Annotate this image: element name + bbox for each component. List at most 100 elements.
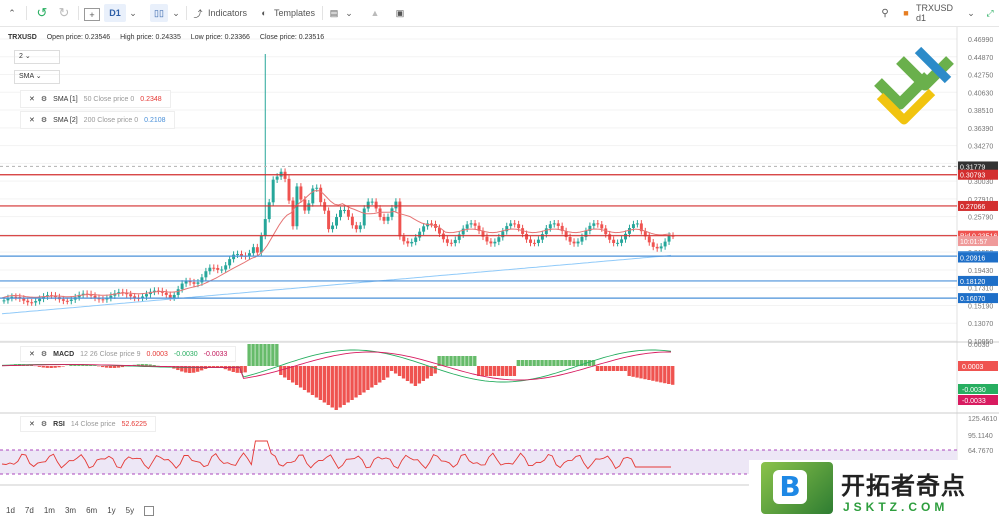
macd-bar: [576, 360, 580, 366]
price-tag: [958, 236, 998, 247]
chevron-down-icon[interactable]: ⌄: [129, 7, 137, 18]
timeframe-1d[interactable]: 1d: [6, 506, 15, 515]
chevron-down-icon[interactable]: ⌄: [172, 7, 180, 18]
camera-icon[interactable]: ▣: [395, 7, 405, 18]
candle: [532, 242, 536, 244]
macd-bar: [457, 356, 461, 366]
macd-bar: [287, 366, 291, 380]
candle: [303, 199, 307, 211]
indicator-name: SMA [1]: [53, 95, 78, 103]
macd-bar: [655, 366, 659, 382]
candle: [477, 225, 481, 231]
close-price: Close price: 0.23516: [259, 34, 325, 41]
layout-icon[interactable]: ▤: [329, 7, 339, 18]
macd-tag: [958, 384, 998, 394]
macd-bar: [318, 366, 323, 400]
candle: [220, 269, 224, 271]
macd-bar: [492, 366, 497, 376]
price-tag-label: 0.16070: [960, 296, 985, 303]
candle: [81, 293, 85, 295]
candle: [152, 290, 156, 292]
macd-bar: [611, 366, 616, 371]
close-icon[interactable]: ✕: [29, 351, 35, 358]
candle: [572, 241, 576, 244]
candle: [647, 236, 651, 243]
symbol-selector[interactable]: TRXUSD d1: [916, 3, 954, 23]
indicator-name: RSI: [53, 420, 65, 428]
candle: [576, 241, 580, 244]
macd-bar: [330, 366, 334, 408]
macd-bar: [195, 366, 200, 372]
redo-icon[interactable]: ↻: [58, 5, 70, 20]
indicator-value: 0.2348: [140, 95, 162, 103]
timeframe-1m[interactable]: 1m: [43, 506, 55, 515]
macd-bar: [243, 366, 247, 373]
templates-button[interactable]: Templates: [274, 8, 316, 18]
timeframe-7d[interactable]: 7d: [24, 506, 34, 515]
timeframe-5y[interactable]: 5y: [125, 506, 135, 515]
price-axis-label: 0.42750: [968, 73, 993, 80]
indicators-button[interactable]: Indicators: [208, 8, 248, 18]
brand-url: JSKTZ.COM: [843, 500, 949, 514]
candle: [390, 208, 394, 217]
price-axis-label: 0.38510: [968, 108, 993, 115]
fullscreen-icon[interactable]: ⤢: [986, 7, 994, 18]
macd-tag-label: 0.0003: [962, 364, 984, 371]
macd-bar: [429, 366, 433, 376]
chevron-down-icon[interactable]: ⌄: [345, 7, 353, 18]
macd-bar: [409, 366, 414, 384]
indicator-rsi[interactable]: ✕ ⚙ RSI 14 Close price 52.6225: [20, 416, 156, 432]
candle: [564, 231, 568, 238]
high-price: High price: 0.24335: [120, 34, 181, 41]
timeframe-1y[interactable]: 1y: [107, 506, 116, 515]
period-dropdown[interactable]: 2 ⌄: [14, 50, 60, 64]
timeframe-3m[interactable]: 3m: [64, 506, 77, 515]
macd-bar: [591, 360, 596, 366]
add-symbol-icon[interactable]: +: [84, 8, 100, 21]
candle: [255, 247, 259, 253]
macd-bar: [401, 366, 406, 379]
indicator-sma-2[interactable]: ✕ ⚙ SMA [2] 200 Close price 0 0.2108: [20, 111, 175, 129]
candle: [34, 301, 38, 303]
macd-bar: [235, 366, 239, 373]
undo-icon[interactable]: ↺: [36, 5, 48, 20]
timeframe-6m[interactable]: 6m: [86, 506, 98, 515]
sma-50-line: [1, 190, 672, 299]
close-icon[interactable]: ✕: [29, 117, 35, 124]
indicator-sma-1[interactable]: ✕ ⚙ SMA [1] 50 Close price 0 0.2348: [20, 90, 171, 108]
gear-icon[interactable]: ⚙: [40, 421, 48, 428]
gear-icon[interactable]: ⚙: [40, 117, 48, 124]
candle: [616, 242, 620, 244]
interval-button[interactable]: D1: [104, 4, 126, 22]
candlestick-icon[interactable]: ▯▯: [150, 4, 168, 22]
search-icon[interactable]: ⚲: [881, 7, 889, 19]
candle: [188, 281, 192, 283]
price-axis-label: 0.10950: [968, 339, 993, 346]
macd-bar: [386, 366, 390, 378]
chevron-up-icon[interactable]: ⌃: [8, 7, 16, 18]
macd-bar: [417, 366, 422, 384]
candle: [327, 210, 331, 230]
candle: [406, 241, 410, 244]
gear-icon[interactable]: ⚙: [40, 96, 48, 103]
candle: [14, 296, 18, 298]
macd-bar: [378, 366, 382, 383]
candle: [30, 302, 34, 304]
macd-tag: [958, 361, 998, 371]
candle: [437, 227, 441, 234]
dropdown-value: SMA: [19, 73, 34, 80]
measure-icon[interactable]: ▲: [370, 8, 380, 18]
macd-bar: [425, 366, 429, 379]
candle: [414, 237, 418, 242]
close-icon[interactable]: ✕: [29, 96, 35, 103]
indicators-icon: ⤴: [193, 8, 203, 19]
gear-icon[interactable]: ⚙: [40, 351, 48, 358]
candle: [204, 271, 208, 278]
calendar-icon[interactable]: [144, 505, 155, 516]
close-icon[interactable]: ✕: [29, 421, 35, 428]
candle: [580, 236, 584, 242]
indicator-macd[interactable]: ✕ ⚙ MACD 12 26 Close price 9 0.0003 -0.0…: [20, 346, 237, 362]
chevron-down-icon[interactable]: ⌄: [967, 7, 975, 18]
ma-type-dropdown[interactable]: SMA ⌄: [14, 70, 60, 84]
candle: [224, 265, 228, 270]
